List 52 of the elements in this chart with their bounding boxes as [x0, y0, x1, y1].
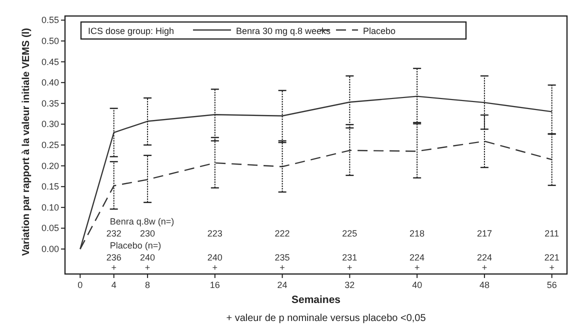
y-tick-label: 0.35 [41, 98, 59, 108]
annotation: + [414, 262, 420, 272]
annotation: 231 [342, 252, 358, 262]
x-tick-label: 4 [111, 280, 116, 290]
y-tick-label: 0.40 [41, 78, 59, 88]
annotation: + [212, 262, 218, 272]
x-tick-label: 0 [78, 280, 83, 290]
annotation: + [549, 262, 554, 272]
y-tick-label: 0.10 [41, 202, 59, 212]
annotation: Benra q.8w (n=) [110, 216, 174, 226]
annotation: 240 [140, 252, 156, 262]
annotation: 232 [106, 228, 122, 238]
annotation: 223 [207, 228, 222, 238]
annotation: + [482, 262, 488, 272]
y-axis-title: Variation par rapport à la valeur initiale VEMS (l) [21, 28, 32, 256]
annotation: + [111, 262, 116, 272]
annotation: Placebo (n=) [110, 240, 162, 250]
annotation: 235 [274, 252, 290, 262]
x-axis-title: Semaines [291, 294, 341, 306]
y-tick-label: 0.00 [41, 244, 59, 254]
annotation: + [347, 262, 352, 272]
annotation: 221 [544, 252, 560, 262]
y-tick-label: 0.25 [41, 140, 59, 150]
y-tick-label: 0.05 [41, 223, 59, 234]
text: + valeur de p nominale versus placebo <0,05 [226, 313, 426, 324]
annotation: + [144, 262, 150, 272]
legend-title: ICS dose group: High [88, 26, 174, 36]
annotation: 240 [207, 252, 222, 262]
x-tick-label: 32 [344, 280, 355, 290]
annotation: 224 [476, 252, 492, 262]
annotation: 217 [476, 228, 492, 238]
y-tick-label: 0.15 [41, 182, 59, 192]
annotation: 230 [140, 228, 156, 238]
y-tick-label: 0.55 [41, 15, 59, 26]
x-tick-label: 48 [479, 280, 490, 290]
legend-label: Placebo [363, 26, 396, 36]
annotation: 224 [410, 252, 425, 262]
annotation: + [280, 262, 285, 272]
x-tick-label: 16 [210, 280, 220, 290]
annotation: 211 [544, 228, 560, 238]
annotation: 225 [342, 228, 358, 238]
x-tick-label: 40 [412, 280, 422, 290]
x-tick-label: 8 [145, 280, 150, 290]
y-tick-label: 0.30 [41, 119, 59, 130]
annotation: 218 [410, 228, 425, 238]
x-tick-label: 56 [546, 280, 557, 290]
y-tick-label: 0.20 [41, 160, 59, 171]
annotation: 222 [274, 228, 290, 238]
x-tick-label: 24 [277, 280, 288, 290]
y-tick-label: 0.45 [41, 56, 59, 67]
annotation: 236 [106, 252, 122, 262]
y-tick-label: 0.50 [41, 36, 59, 46]
